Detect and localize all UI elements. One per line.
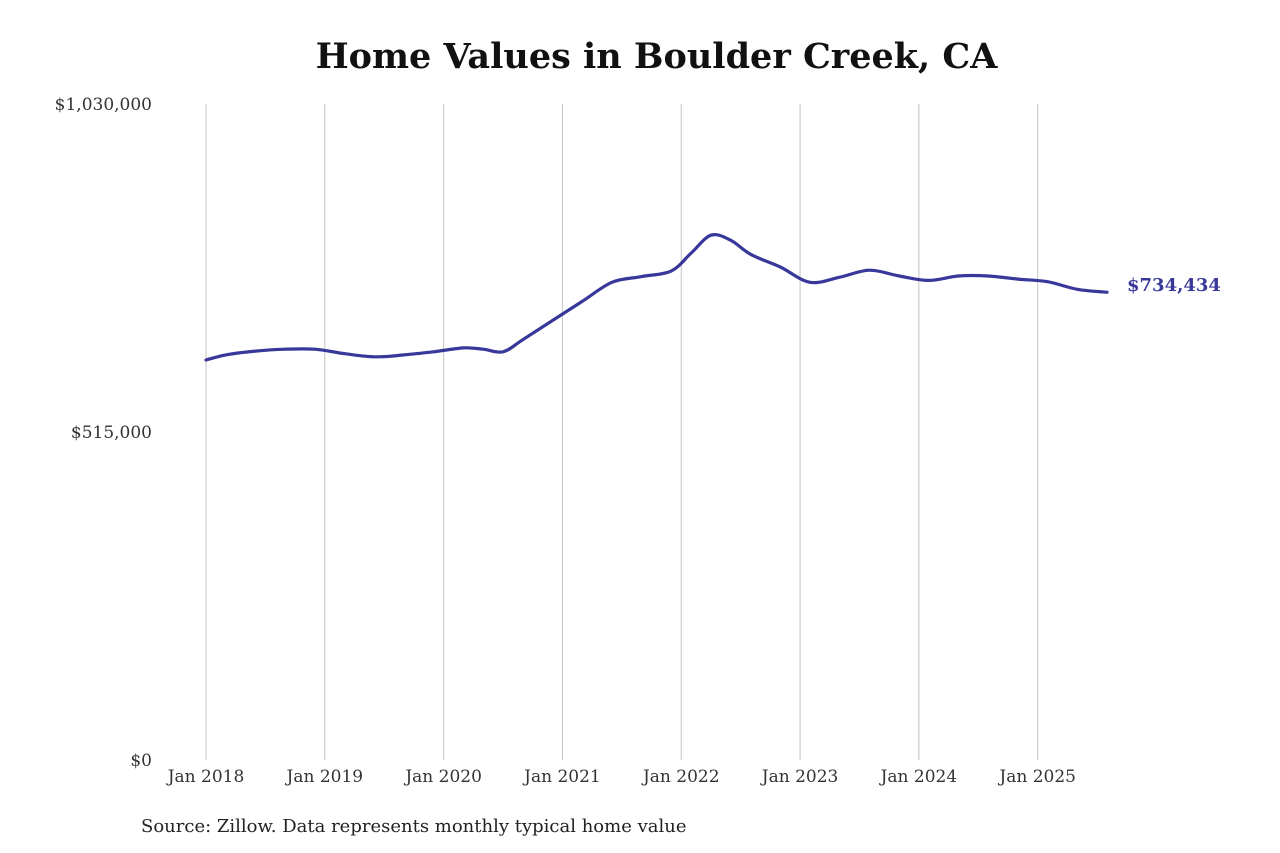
x-tick-label: Jan 2020	[403, 767, 482, 787]
series-layer	[204, 233, 1109, 362]
x-tick-label: Jan 2025	[997, 767, 1076, 787]
x-tick-label: Jan 2023	[760, 767, 839, 787]
x-tick-label: Jan 2024	[879, 767, 958, 787]
source-note: Source: Zillow. Data represents monthly …	[141, 816, 687, 837]
x-tick-label: Jan 2019	[285, 767, 364, 787]
last-value-label: $734,434	[1127, 275, 1221, 296]
y-tick-label: $0	[130, 751, 152, 771]
x-tick-label: Jan 2021	[522, 767, 601, 787]
chart-title: Home Values in Boulder Creek, CA	[315, 36, 998, 77]
x-tick-label: Jan 2018	[166, 767, 245, 787]
gridlines	[205, 104, 1039, 760]
series-line-0	[204, 233, 1109, 362]
x-axis-ticks: Jan 2018 Jan 2019 Jan 2020 Jan 2021 Jan 2022…	[166, 767, 1076, 787]
end-label-layer: $734,434	[1127, 275, 1221, 296]
y-axis-ticks: $0 $515,000 $1,030,000	[55, 95, 152, 771]
y-tick-label: $1,030,000	[55, 95, 152, 115]
x-tick-label: Jan 2022	[641, 767, 720, 787]
y-tick-label: $515,000	[71, 423, 152, 443]
